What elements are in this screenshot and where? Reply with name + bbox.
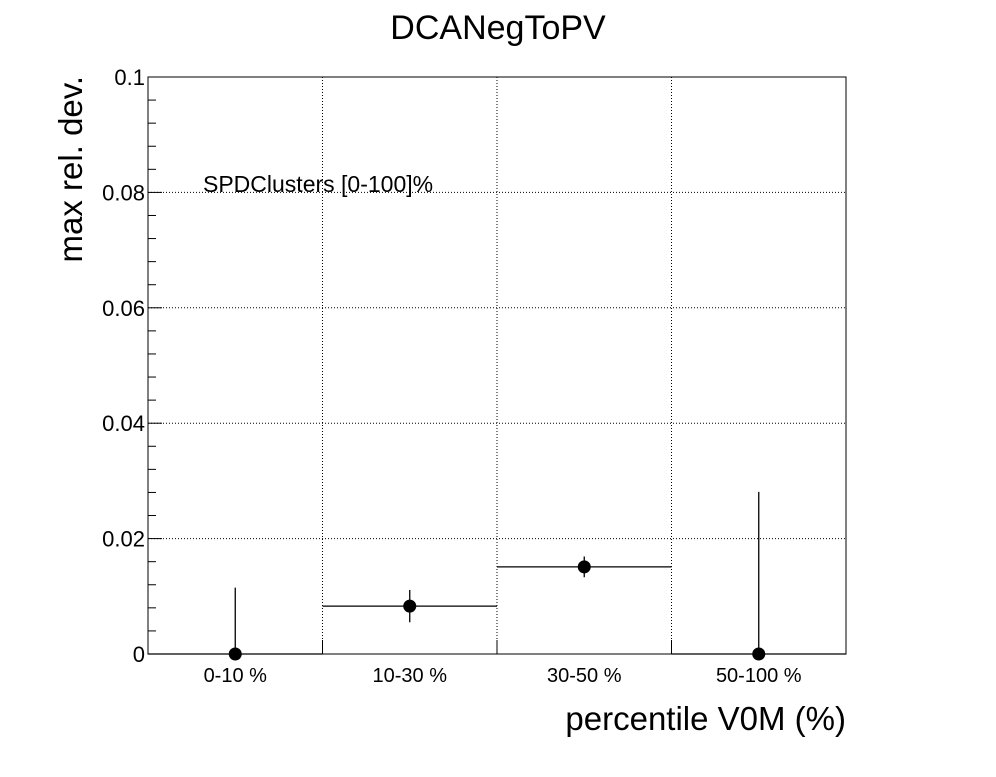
data-point <box>403 599 417 613</box>
x-tick-label: 30-50 % <box>547 665 622 687</box>
y-tick-label: 0.08 <box>102 180 145 205</box>
data-point <box>228 647 242 661</box>
x-tick-label: 10-30 % <box>373 665 448 687</box>
chart-title: DCANegToPV <box>390 9 606 47</box>
axes: 0 0.02 0.04 0.06 0.08 0.1 0-10 % 10-30 % 30-50 %… <box>102 65 847 687</box>
x-axis-label: percentile V0M (%) <box>565 700 846 737</box>
data-point <box>752 647 766 661</box>
data-point <box>577 560 591 574</box>
y-axis-label: max rel. dev. <box>52 76 89 262</box>
x-tick-label: 50-100 % <box>716 665 802 687</box>
y-tick-label: 0.02 <box>102 527 145 552</box>
x-tick-label: 0-10 % <box>204 665 268 687</box>
y-tick-label: 0.04 <box>102 411 145 436</box>
y-tick-label: 0.06 <box>102 296 145 321</box>
y-tick-label: 0 <box>133 642 145 667</box>
annotation-label: SPDClusters [0-100]% <box>203 171 433 197</box>
y-tick-label: 0.1 <box>114 65 145 90</box>
data-points <box>148 491 846 661</box>
